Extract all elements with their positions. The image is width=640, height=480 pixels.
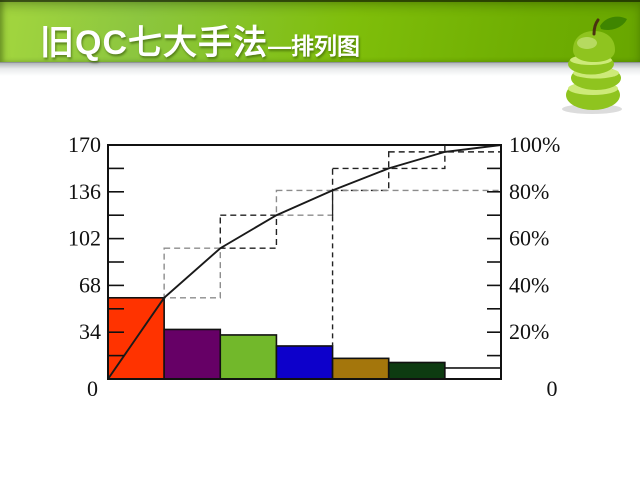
cumulative-step-rect-2 [219,214,278,249]
apple-logo-icon [562,16,627,114]
title-main: 旧QC七大手法 [40,24,268,62]
right-axis-label: 20% [509,319,549,344]
cumulative-step-rect-6 [444,144,502,153]
banner-bevel [0,62,640,76]
pareto-bar-6 [387,361,446,380]
pareto-bar-7 [444,367,502,380]
pareto-bar-3 [219,334,278,380]
right-axis-label: 80% [509,179,549,204]
page-title: 旧QC七大手法 —排列图 [40,15,360,64]
cumulative-step-rect-4 [331,167,390,192]
cumulative-line [107,144,502,380]
apple-stem [592,18,600,36]
right-axis-label: 100% [509,132,560,157]
cumulative-step-rect-5 [388,151,446,170]
left-axis-label: 34 [79,319,101,344]
title-banner [0,0,640,62]
pareto-bar-4 [275,345,334,380]
right-axis-label: 40% [509,272,549,297]
left-axis-label: 136 [68,179,101,204]
left-axis-label: 102 [68,226,101,251]
apple-highlight [577,37,597,49]
right-axis-zero-label: 0 [547,376,558,401]
pareto-bar-5 [331,357,390,380]
left-axis-zero-label: 0 [87,376,98,401]
left-axis-label: 170 [68,132,101,157]
right-axis-label: 60% [509,226,549,251]
left-axis-label: 68 [79,272,101,297]
apple-leaf-icon [600,16,627,30]
title-sub: —排列图 [268,33,360,59]
cumulative-step-rect-1 [163,247,221,299]
apple-crown [573,31,615,62]
pareto-bar-2 [163,328,222,380]
